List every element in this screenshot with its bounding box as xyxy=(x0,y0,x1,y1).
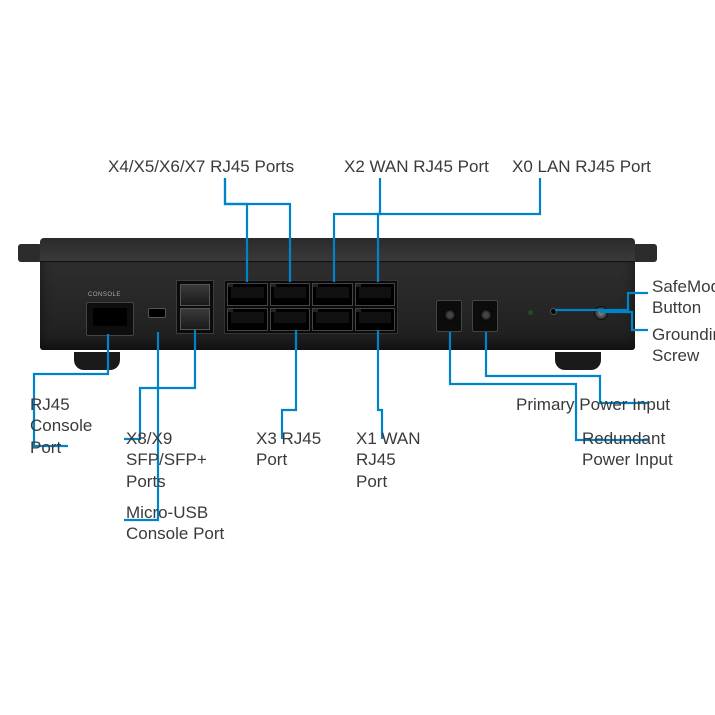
label-x1-wan: X1 WANRJ45Port xyxy=(356,428,421,492)
port-x2 xyxy=(312,283,353,306)
status-led xyxy=(528,310,533,315)
rj45-port-block xyxy=(224,280,398,334)
sfp-cage-x8-x9 xyxy=(176,280,214,334)
label-x0-lan: X0 LAN RJ45 Port xyxy=(512,156,651,177)
label-sfp: X8/X9SFP/SFP+Ports xyxy=(126,428,207,492)
device-rear-face: CONSOLE xyxy=(40,262,635,350)
redundant-power-input xyxy=(436,300,462,332)
primary-power-input xyxy=(472,300,498,332)
grounding-screw xyxy=(594,306,608,320)
port-x7 xyxy=(227,308,268,331)
mount-ear-right xyxy=(633,244,657,262)
sfp-slot-x9 xyxy=(180,308,210,330)
mount-ear-left xyxy=(18,244,42,262)
port-x1 xyxy=(355,308,396,331)
label-micro-usb: Micro-USBConsole Port xyxy=(126,502,224,545)
port-x0 xyxy=(355,283,396,306)
label-grounding: GroundingScrew xyxy=(652,324,715,367)
port-x5 xyxy=(270,308,311,331)
label-primary-power: Primary Power Input xyxy=(516,394,670,415)
device: CONSOLE xyxy=(40,238,635,368)
sfp-slot-x8 xyxy=(180,284,210,306)
foot-left xyxy=(74,352,120,370)
port-x6 xyxy=(227,283,268,306)
label-rj45-console: RJ45ConsolePort xyxy=(30,394,92,458)
label-x4-x7: X4/X5/X6/X7 RJ45 Ports xyxy=(108,156,294,177)
micro-usb-console-port xyxy=(148,308,166,318)
port-x4 xyxy=(270,283,311,306)
device-top-lid xyxy=(40,238,635,262)
label-safemode: SafeModeButton xyxy=(652,276,715,319)
label-x2-wan: X2 WAN RJ45 Port xyxy=(344,156,489,177)
foot-right xyxy=(555,352,601,370)
port-x3 xyxy=(312,308,353,331)
label-redundant-power: RedundantPower Input xyxy=(582,428,673,471)
rj45-console-port xyxy=(86,302,134,336)
label-x3: X3 RJ45Port xyxy=(256,428,321,471)
safemode-button xyxy=(550,308,557,315)
console-silk-label: CONSOLE xyxy=(88,292,121,298)
